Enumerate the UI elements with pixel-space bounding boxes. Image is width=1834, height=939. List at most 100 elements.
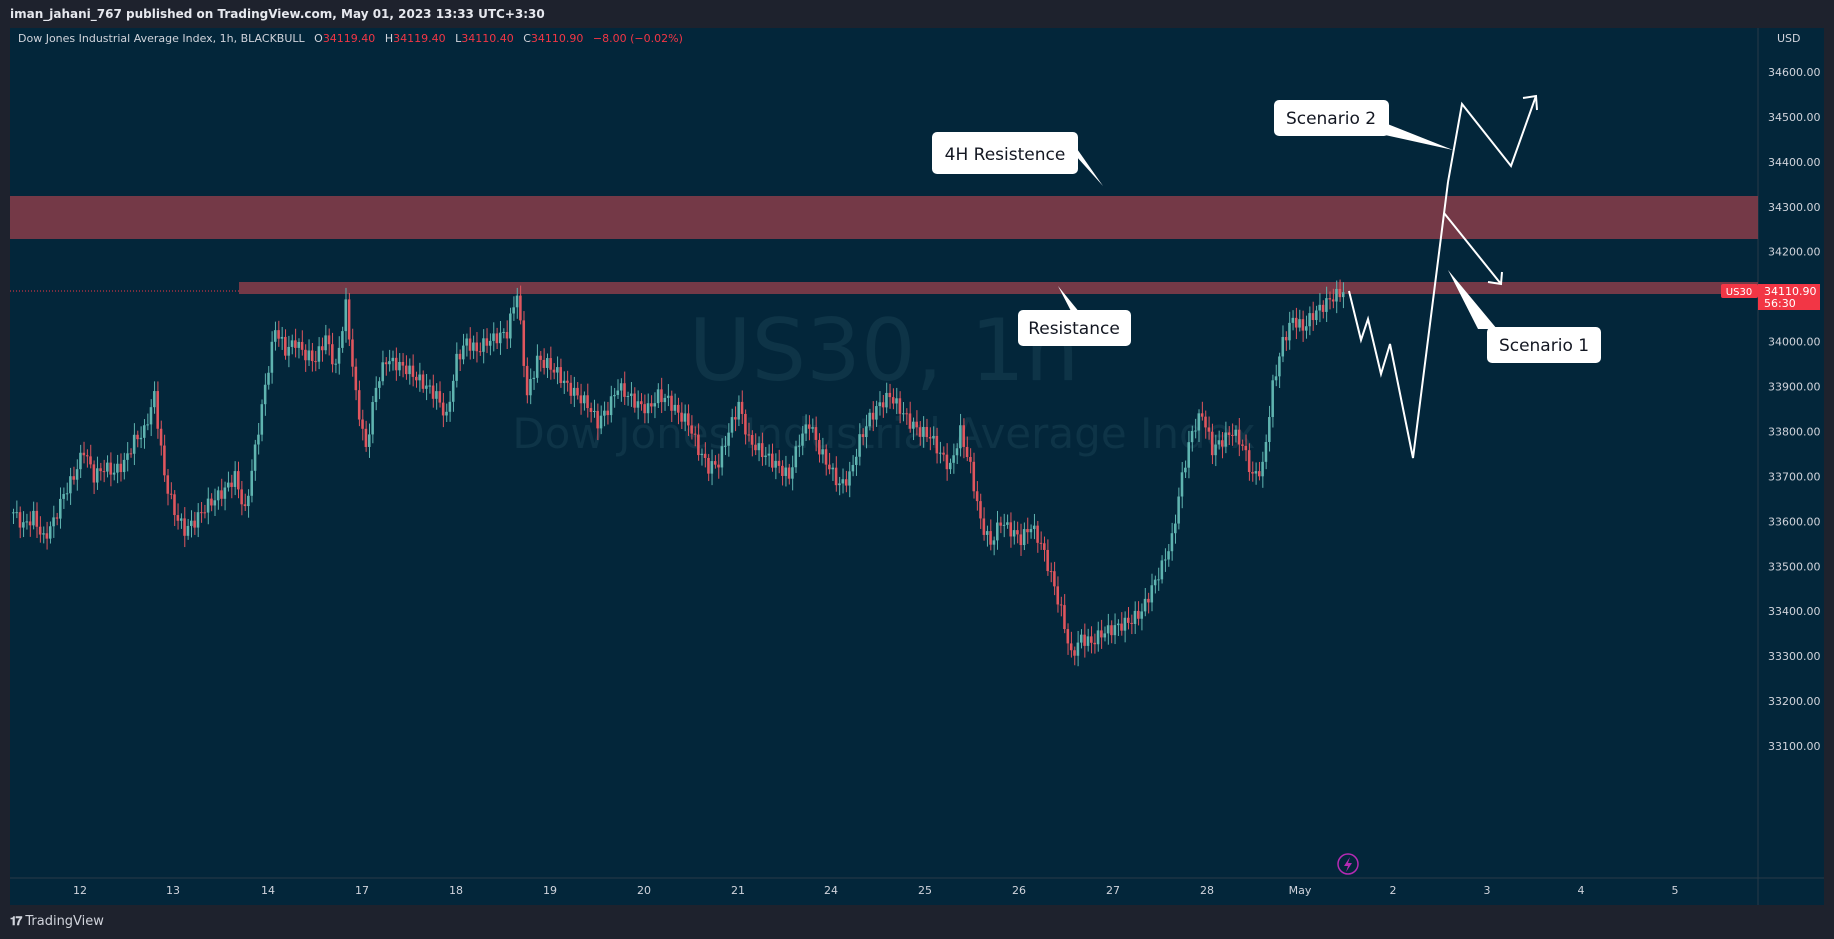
- publish-text: iman_jahani_767 published on TradingView…: [10, 7, 545, 21]
- candle-body: [1043, 543, 1046, 550]
- candle-body: [1194, 430, 1197, 432]
- legend-c-value: 34110.90: [531, 32, 584, 45]
- time-tick-label: 4: [1578, 884, 1585, 897]
- candle-body: [586, 395, 589, 409]
- candle-body: [1271, 380, 1274, 418]
- candle-body: [969, 456, 972, 462]
- candle-body: [1002, 524, 1006, 526]
- candle-body: [462, 345, 465, 360]
- candle-body: [535, 355, 539, 378]
- candle-body: [492, 333, 495, 341]
- candle-body: [901, 413, 905, 415]
- candle-body: [421, 374, 425, 389]
- scenario-2-path[interactable]: [1447, 95, 1537, 183]
- candle-body: [317, 346, 321, 362]
- candle-body: [720, 446, 724, 468]
- candle-body: [1150, 585, 1154, 603]
- callout-scenario-2[interactable]: Scenario 2: [1274, 100, 1453, 150]
- candle-body: [582, 395, 586, 404]
- time-tick-label: 20: [637, 884, 651, 897]
- candle-body: [267, 372, 270, 385]
- candle-body: [1180, 472, 1184, 497]
- lightning-icon[interactable]: [1337, 853, 1359, 875]
- candle-body: [807, 424, 811, 429]
- watermark-name: Dow Jones Industrial Average Index: [512, 409, 1255, 458]
- candle-body: [85, 455, 89, 457]
- candle-body: [515, 295, 519, 308]
- price-chart[interactable]: US30, 1h Dow Jones Industrial Average In…: [0, 28, 1834, 905]
- candle-body: [169, 493, 173, 495]
- candle-body: [48, 526, 52, 539]
- candle-body: [304, 349, 307, 361]
- candle-body: [1204, 416, 1207, 428]
- candle-body: [680, 412, 683, 422]
- price-tick-label: 34500.00: [1768, 111, 1821, 124]
- candle-body: [727, 432, 730, 446]
- candle-body: [549, 358, 552, 370]
- ohlc-legend: Dow Jones Industrial Average Index, 1h, …: [18, 32, 683, 45]
- candle-body: [243, 504, 247, 507]
- candle-body: [1130, 622, 1133, 624]
- candle-body: [1066, 629, 1070, 644]
- callout-4h-resistance[interactable]: 4H Resistence: [932, 132, 1103, 186]
- zone-4h-resistance[interactable]: [10, 196, 1758, 239]
- candle-body: [545, 358, 549, 368]
- candle-body: [213, 500, 217, 506]
- zone-resistance[interactable]: [239, 282, 1758, 294]
- candle-body: [166, 475, 170, 494]
- candle-body: [1140, 611, 1143, 619]
- scenario-1-path[interactable]: [1348, 181, 1449, 459]
- candle-body: [1264, 441, 1268, 462]
- candle-body: [79, 452, 82, 470]
- candle-body: [468, 338, 472, 351]
- candle-body: [935, 435, 939, 454]
- candle-body: [347, 299, 351, 340]
- callout-resistance-text: Resistance: [1028, 319, 1120, 339]
- candle-body: [1237, 429, 1241, 445]
- price-tick-label: 33100.00: [1768, 740, 1821, 753]
- candle-body: [566, 380, 569, 383]
- candle-body: [1257, 471, 1261, 477]
- candle-body: [764, 455, 767, 458]
- candle-body: [777, 460, 781, 466]
- callout-resistance[interactable]: Resistance: [1018, 286, 1131, 346]
- candle-body: [485, 338, 489, 346]
- candle-body: [673, 404, 677, 411]
- candle-body: [1113, 625, 1117, 636]
- candle-body: [1234, 429, 1238, 436]
- candle-body: [146, 424, 149, 426]
- candle-body: [1254, 471, 1258, 474]
- callout-scenario-1[interactable]: Scenario 1: [1448, 270, 1601, 363]
- candle-body: [854, 456, 858, 465]
- candle-body: [129, 453, 133, 455]
- candle-body: [203, 512, 206, 514]
- candle-body: [1268, 417, 1271, 442]
- candle-body: [431, 385, 435, 399]
- candle-body: [875, 406, 878, 420]
- candle-body: [599, 415, 603, 429]
- price-tick-label: 33300.00: [1768, 650, 1821, 663]
- candle-body: [62, 494, 65, 499]
- candle-body: [331, 344, 334, 365]
- candle-body: [781, 465, 784, 476]
- candle-body: [717, 464, 720, 468]
- callout-4h-resistance-text: 4H Resistence: [945, 145, 1066, 165]
- scenario-1-branch[interactable]: [1443, 212, 1502, 285]
- candle-body: [744, 413, 747, 435]
- candle-body: [173, 494, 176, 516]
- candle-body: [237, 471, 240, 490]
- candle-body: [703, 453, 707, 458]
- tradingview-logo[interactable]: 𝟏𝟕 TradingView: [10, 914, 104, 929]
- candle-body: [1147, 598, 1150, 603]
- candle-body: [640, 401, 643, 405]
- candle-body: [1214, 444, 1217, 456]
- candle-body: [1110, 625, 1113, 636]
- candle-body: [656, 389, 660, 404]
- candle-body: [603, 410, 606, 416]
- candle-body: [357, 390, 361, 420]
- candle-body: [556, 367, 559, 373]
- candle-body: [1231, 434, 1234, 436]
- time-tick-label: 28: [1200, 884, 1214, 897]
- candle-body: [408, 365, 411, 375]
- candle-body: [45, 533, 49, 539]
